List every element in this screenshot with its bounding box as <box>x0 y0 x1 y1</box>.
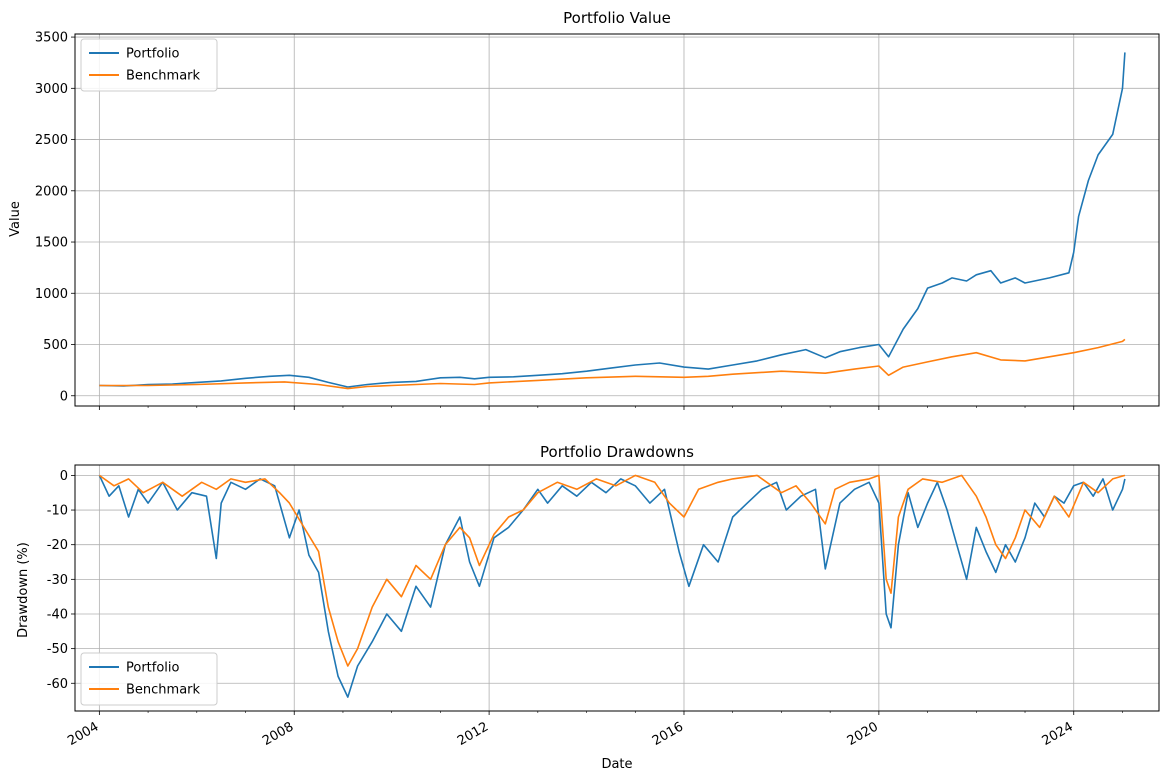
legend-label-portfolio: Portfolio <box>126 661 180 676</box>
y-tick-label: 2500 <box>35 133 68 148</box>
y-tick-label: -60 <box>47 677 68 692</box>
y-tick-label: 0 <box>60 389 68 404</box>
portfolio-value-panel: Portfolio Value Value 0 500 1000 1500 2000 25… <box>8 9 1160 410</box>
y-tick-label: -10 <box>47 504 68 519</box>
y-tick-label: -20 <box>47 538 68 553</box>
y-axis-label: Drawdown (%) <box>16 542 31 638</box>
portfolio-drawdowns-panel: Portfolio Drawdowns Drawdown (%) Date 0 -… <box>16 443 1160 772</box>
chart-title: Portfolio Drawdowns <box>540 443 694 461</box>
y-tick-label: 0 <box>60 469 68 484</box>
y-tick-label: 1000 <box>35 287 68 302</box>
y-tick-label: 1500 <box>35 236 68 251</box>
series-layer <box>98 474 1126 698</box>
chart-title: Portfolio Value <box>563 9 671 27</box>
grid <box>75 465 1159 711</box>
y-tick-label: 3500 <box>35 31 68 46</box>
legend: Portfolio Benchmark <box>80 38 218 92</box>
y-tick-label: 3000 <box>35 82 68 97</box>
plot-frame <box>74 33 1160 407</box>
y-tick-label: -40 <box>47 607 68 622</box>
y-axis-label: Value <box>8 201 23 237</box>
grid <box>75 34 1159 406</box>
series-line-portfolio <box>99 52 1126 388</box>
tick-layer: 0 500 1000 1500 2000 2500 3000 3500 <box>35 31 1123 410</box>
y-tick-label: 500 <box>43 338 68 353</box>
y-tick-label: -30 <box>47 573 68 588</box>
legend-label-benchmark: Benchmark <box>126 683 201 698</box>
legend-label-benchmark: Benchmark <box>126 69 201 84</box>
legend: Portfolio Benchmark <box>80 652 218 706</box>
y-tick-label: 2000 <box>35 184 68 199</box>
x-tick-label: 2024 <box>1040 719 1076 749</box>
plot-frame <box>74 464 1160 712</box>
y-tick-label: -50 <box>47 642 68 657</box>
x-tick-label: 2004 <box>65 719 101 749</box>
series-line-benchmark <box>99 338 1126 390</box>
x-tick-label: 2020 <box>845 719 881 749</box>
x-tick-label: 2016 <box>650 719 686 749</box>
series-line-portfolio <box>98 475 1126 698</box>
series-line-benchmark <box>98 474 1126 667</box>
legend-label-portfolio: Portfolio <box>126 47 180 62</box>
x-axis-label: Date <box>601 757 632 772</box>
x-tick-label: 2008 <box>260 719 296 749</box>
series-layer <box>99 52 1126 390</box>
x-tick-label: 2012 <box>455 719 491 749</box>
